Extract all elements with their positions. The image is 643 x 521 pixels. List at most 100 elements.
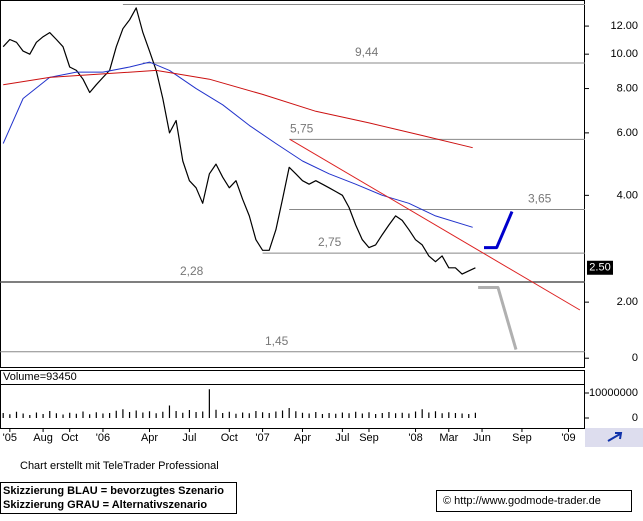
volume-bar: [109, 413, 111, 418]
level-label: 5,75: [290, 122, 314, 136]
volume-bar: [341, 412, 343, 418]
legend-blue: Skizzierung BLAU = bevorzugtes Szenario: [3, 485, 224, 497]
volume-bar: [248, 413, 250, 418]
volume-bar: [268, 413, 270, 418]
volume-bar: [408, 413, 410, 418]
volume-bar: [222, 413, 224, 418]
volume-bar: [328, 413, 330, 418]
x-tick-label: Jul: [335, 432, 349, 444]
x-tick-label: Mar: [439, 432, 458, 444]
volume-bar: [195, 412, 197, 418]
volume-bar: [288, 408, 290, 418]
volume-bar: [421, 409, 423, 418]
level-label: 3,65: [528, 192, 552, 206]
volume-bar: [142, 412, 144, 418]
y-tick-label: 0: [632, 412, 638, 424]
x-tick-label: Apr: [141, 432, 158, 444]
volume-bar: [182, 412, 184, 418]
volume-bar: [202, 411, 204, 418]
volume-bar: [255, 411, 257, 418]
series-line: [484, 211, 514, 250]
volume-bar: [381, 413, 383, 418]
y-tick-label: 2.00: [617, 296, 638, 308]
y-tick-label: 10.00: [610, 48, 638, 60]
y-tick-label: 4.00: [617, 189, 638, 201]
volume-bar: [115, 410, 117, 418]
volume-bar: [168, 405, 171, 418]
y-tick-label: 12.00: [610, 20, 638, 32]
level-label: 1,45: [265, 334, 289, 348]
volume-bar: [321, 414, 324, 418]
volume-bar: [82, 411, 84, 418]
volume-bar: [434, 411, 437, 418]
volume-bar: [394, 413, 397, 418]
legend-grey: Skizzierung GRAU = Alternativszenario: [3, 499, 207, 511]
x-tick-label: '09: [561, 432, 575, 444]
volume-bar: [102, 413, 104, 418]
volume-bar: [414, 411, 417, 418]
volume-bar: [148, 411, 151, 418]
volume-bar: [62, 414, 64, 418]
credit: Chart erstellt mit TeleTrader Profession…: [20, 460, 219, 472]
x-tick-label: Sep: [359, 432, 379, 444]
volume-bar: [128, 412, 131, 418]
x-tick-label: Jul: [182, 432, 196, 444]
x-tick-label: Jun: [473, 432, 491, 444]
x-tick-label: Sep: [512, 432, 532, 444]
volume-bar: [175, 411, 177, 418]
volume-bar: [188, 410, 191, 418]
volume-bar: [228, 411, 230, 418]
volume-bar: [315, 412, 317, 418]
volume-bar: [162, 411, 164, 418]
volume-bar: [448, 412, 450, 418]
volume-bar: [69, 412, 71, 418]
series-line: [3, 69, 473, 149]
x-tick-label: '08: [408, 432, 422, 444]
volume-bar: [235, 413, 237, 418]
volume-panel: [0, 370, 585, 429]
volume-bar: [454, 413, 457, 418]
y-tick-label: 0: [632, 352, 638, 364]
volume-bar: [75, 413, 77, 418]
volume-bar: [355, 411, 357, 418]
volume-bar: [215, 409, 217, 418]
price-tag: [587, 260, 613, 275]
x-tick-label: '06: [96, 432, 110, 444]
volume-bar: [2, 413, 4, 418]
volume-bar: [35, 412, 38, 418]
volume-bar: [55, 413, 57, 418]
volume-bar: [261, 412, 264, 418]
x-tick-label: '05: [3, 432, 17, 444]
volume-bar: [335, 413, 337, 418]
x-tick-label: Oct: [61, 432, 78, 444]
volume-bar: [388, 412, 390, 418]
tool-icon: [607, 432, 623, 442]
volume-bar: [49, 411, 51, 418]
copyright: © http://www.godmode-trader.de: [443, 495, 601, 507]
volume-bar: [468, 414, 470, 418]
volume-bar: [428, 412, 430, 418]
volume-bar: [42, 414, 44, 418]
volume-bar: [275, 411, 277, 418]
volume-bar: [308, 413, 310, 418]
volume-bar: [474, 412, 476, 418]
level-label: 9,44: [355, 45, 379, 59]
volume-bar: [295, 411, 297, 418]
series-line: [2, 7, 476, 275]
volume-bar: [89, 414, 91, 418]
volume-bar: [281, 410, 284, 418]
legend-box: [0, 482, 237, 514]
volume-bar: [461, 413, 463, 418]
x-tick-label: '07: [255, 432, 269, 444]
level-label: 2,75: [318, 235, 342, 249]
volume-bar: [401, 412, 403, 418]
level-label: 13,80: [195, 0, 225, 1]
volume-bar: [135, 410, 137, 418]
x-tick-label: Oct: [221, 432, 238, 444]
volume-bar: [348, 413, 350, 418]
volume-bar: [208, 389, 210, 418]
volume-bar: [29, 415, 31, 418]
y-tick-label: 6.00: [617, 127, 638, 139]
series-line: [2, 61, 473, 228]
